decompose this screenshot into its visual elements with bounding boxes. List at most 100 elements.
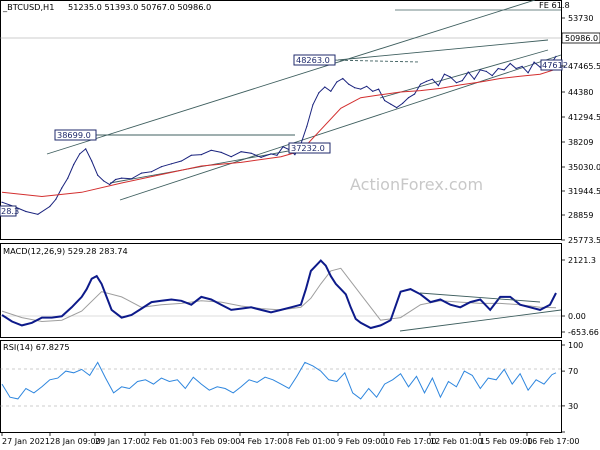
price-point [318, 92, 320, 94]
rsi-header: RSI(14) 67.8275 [3, 342, 70, 352]
price-point [276, 154, 278, 156]
price-point [170, 163, 172, 165]
price-point [509, 62, 511, 65]
svg-text:37232.0: 37232.0 [291, 143, 325, 153]
price-point [190, 154, 192, 156]
price-point [425, 80, 428, 82]
x-axis-label: 10 Feb 17:00 [384, 437, 436, 446]
price-axis-label: 44380 [568, 88, 593, 97]
price-point [160, 166, 162, 168]
wedge-upper-line [337, 39, 549, 61]
current-price-tag: 50986.0 [561, 32, 600, 44]
price-point [407, 97, 410, 99]
label-low-28: 28.3 [0, 205, 19, 217]
price-point [260, 156, 262, 158]
price-point [61, 187, 63, 189]
x-axis-label: 29 Jan 17:00 [95, 437, 146, 446]
price-point [140, 172, 143, 174]
price-point [210, 149, 212, 151]
fe-label: FE 61.8 [539, 0, 570, 10]
price-point [67, 177, 69, 179]
rsi-axis-label: 30 [568, 402, 578, 411]
label-48263: 48263.0 [293, 54, 336, 66]
x-axis-label: 15 Feb 09:00 [480, 437, 532, 446]
price-point [230, 156, 232, 158]
label-37232: 37232.0 [288, 142, 331, 154]
x-axis-label: 12 Feb 01:00 [430, 437, 482, 446]
price-point [97, 174, 99, 176]
price-point [294, 154, 296, 156]
price-point [354, 87, 356, 89]
macd-header: MACD(12,26,9) 529.28 283.74 [3, 246, 128, 256]
price-axis-label: 47465.5 [568, 62, 600, 71]
price-point [282, 146, 284, 148]
price-point [479, 69, 481, 71]
price-point [419, 83, 422, 85]
x-axis-label: 3 Feb 09:00 [193, 437, 240, 446]
label-38699: 38699.0 [54, 129, 97, 141]
price-point [312, 104, 314, 106]
lower-channel-line [119, 54, 562, 201]
price-point [384, 99, 386, 102]
price-point [73, 163, 75, 166]
rsi-line [1, 361, 557, 400]
price-point [461, 80, 463, 82]
price-point [55, 198, 57, 200]
price-point [25, 210, 27, 213]
x-axis-label: 4 Feb 17:00 [240, 437, 287, 446]
price-point [396, 107, 398, 109]
price-point [485, 70, 487, 72]
price-point [390, 103, 392, 105]
price-axis-label: 53730 [568, 14, 593, 23]
price-point [37, 213, 39, 215]
price-header-ohlc: 51235.0 51393.0 50767.0 50986.0 [68, 2, 211, 12]
price-series-line [1, 56, 557, 215]
price-point [437, 85, 439, 87]
price-point [180, 160, 182, 162]
price-point [366, 85, 368, 87]
price-point [443, 73, 445, 75]
watermark: ActionForex.com [350, 175, 483, 194]
x-axis-label: 8 Feb 01:00 [288, 437, 335, 446]
price-point [515, 67, 517, 70]
price-point [250, 152, 252, 154]
price-panel [0, 0, 562, 240]
price-point [378, 88, 380, 90]
x-axis-label: 9 Feb 09:00 [338, 437, 385, 446]
svg-text:28.3: 28.3 [1, 206, 19, 216]
price-axis-label: 38209 [568, 138, 593, 147]
price-point [497, 67, 499, 70]
price-point [455, 82, 457, 84]
macd-lower-trendline [399, 309, 562, 332]
moving-average-line [1, 68, 557, 198]
price-point [402, 102, 404, 104]
price-point [109, 183, 111, 186]
price-point [372, 90, 374, 92]
price-axis-label: 35030.0 [568, 163, 600, 172]
price-point [413, 93, 416, 95]
price-axis-label: 25773.5 [568, 236, 600, 245]
price-point [103, 180, 105, 182]
macd-upper-trendline [419, 292, 541, 303]
label-47612: 47612 [540, 59, 568, 71]
x-axis-label: 28 Jan 09:00 [50, 437, 101, 446]
macd-axis-label: 2121.3 [568, 256, 596, 265]
price-point [150, 171, 153, 173]
price-point [115, 178, 117, 181]
price-point [336, 81, 338, 83]
price-point [1, 201, 3, 203]
macd-axis-label: 0.00 [568, 312, 586, 321]
price-point [240, 151, 242, 153]
rsi-panel [0, 340, 562, 433]
price-point [85, 148, 87, 150]
upper-channel-line [46, 0, 536, 155]
price-point [324, 86, 326, 88]
macd-panel [0, 243, 562, 338]
price-point [360, 88, 362, 90]
rsi-axis-label: 70 [568, 367, 578, 376]
price-point [491, 75, 493, 77]
macd-line [1, 259, 557, 330]
dashed-level-line [329, 59, 421, 63]
price-point [348, 83, 350, 85]
